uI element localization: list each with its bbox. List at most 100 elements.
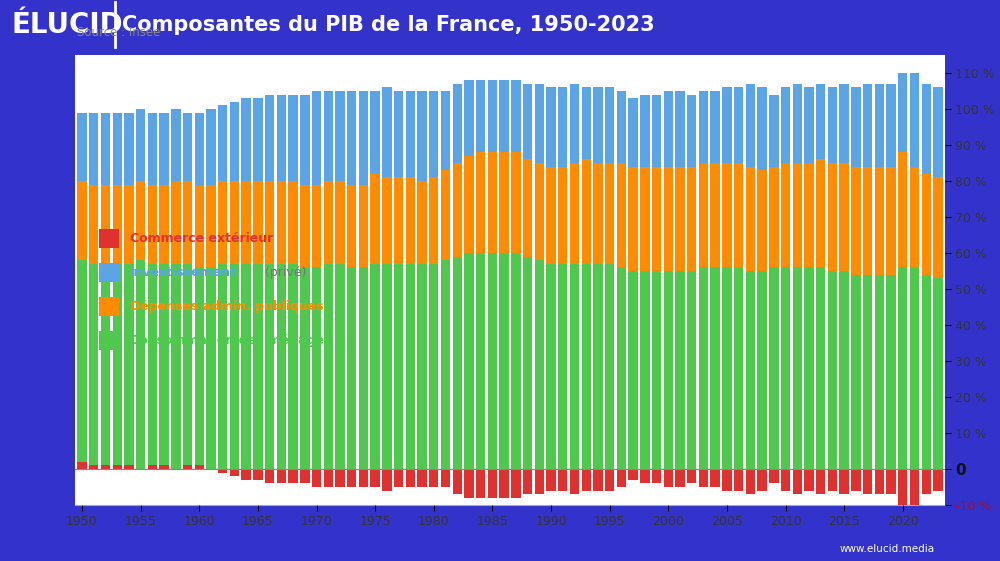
Bar	[101, 465, 110, 469]
Bar	[206, 185, 216, 268]
Bar	[769, 95, 779, 167]
Bar	[499, 469, 509, 498]
Bar	[488, 253, 497, 469]
Bar	[171, 109, 181, 181]
Bar	[265, 469, 274, 484]
Bar	[347, 469, 356, 487]
Bar	[218, 469, 227, 472]
Bar	[99, 297, 119, 316]
Bar	[370, 174, 380, 264]
Bar	[839, 163, 849, 271]
Text: Commerce extérieur: Commerce extérieur	[130, 232, 273, 245]
Bar	[746, 167, 755, 271]
Bar	[406, 91, 415, 177]
Bar	[347, 91, 356, 185]
Bar	[828, 163, 837, 271]
Bar	[417, 91, 427, 181]
Bar	[793, 84, 802, 163]
Text: Consommation des ménages: Consommation des ménages	[130, 334, 331, 347]
Bar	[734, 469, 743, 490]
Bar	[99, 330, 119, 350]
Bar	[335, 469, 345, 487]
Bar	[687, 167, 696, 271]
Bar	[886, 469, 896, 494]
Bar	[159, 465, 169, 469]
Bar	[793, 163, 802, 268]
Bar	[148, 185, 157, 264]
Bar	[499, 253, 509, 469]
Bar	[488, 469, 497, 498]
Bar	[89, 465, 98, 469]
Bar	[628, 167, 638, 271]
Bar	[253, 469, 263, 480]
Bar	[136, 109, 145, 181]
Bar	[417, 181, 427, 264]
Bar	[230, 181, 239, 264]
Bar	[746, 271, 755, 469]
Bar	[441, 170, 450, 260]
Bar	[628, 469, 638, 480]
Bar	[640, 167, 650, 271]
Bar	[218, 181, 227, 264]
Bar	[863, 469, 872, 494]
Bar	[124, 264, 134, 469]
Bar	[851, 274, 861, 469]
Bar	[746, 469, 755, 494]
Bar	[382, 469, 392, 490]
Bar	[312, 91, 321, 185]
Bar	[582, 264, 591, 469]
Bar	[89, 113, 98, 185]
Bar	[664, 271, 673, 469]
Text: Investissement: Investissement	[130, 266, 237, 279]
Bar	[77, 181, 87, 260]
Bar	[804, 88, 814, 163]
Bar	[359, 91, 368, 185]
Bar	[511, 80, 521, 152]
Bar	[781, 163, 790, 268]
Bar	[757, 170, 767, 271]
Bar	[734, 88, 743, 163]
Bar	[464, 469, 474, 498]
Bar	[839, 271, 849, 469]
Bar	[523, 84, 532, 159]
Bar	[195, 268, 204, 469]
Bar	[687, 271, 696, 469]
Bar	[605, 469, 614, 490]
Bar	[617, 91, 626, 163]
Bar	[382, 264, 392, 469]
Bar	[816, 84, 825, 159]
Bar	[183, 465, 192, 469]
Bar	[886, 167, 896, 274]
Bar	[793, 469, 802, 494]
Bar	[382, 177, 392, 264]
Text: (privé): (privé)	[261, 266, 306, 279]
Bar	[195, 185, 204, 268]
Bar	[558, 469, 567, 490]
Bar	[523, 469, 532, 494]
Bar	[546, 469, 556, 490]
Bar	[523, 256, 532, 469]
Bar	[183, 113, 192, 181]
Bar	[89, 264, 98, 469]
Bar	[933, 278, 943, 469]
Bar	[476, 152, 485, 253]
Bar	[851, 469, 861, 490]
Bar	[335, 181, 345, 264]
Bar	[593, 469, 603, 490]
Bar	[933, 88, 943, 177]
Bar	[652, 469, 661, 484]
Bar	[241, 181, 251, 264]
Bar	[441, 260, 450, 469]
Bar	[734, 163, 743, 268]
Bar	[136, 260, 145, 469]
Bar	[370, 264, 380, 469]
Bar	[652, 95, 661, 167]
Bar	[664, 167, 673, 271]
Bar	[863, 167, 872, 274]
Bar	[288, 95, 298, 181]
Bar	[77, 260, 87, 469]
Bar	[441, 469, 450, 487]
Bar	[429, 469, 438, 487]
Bar	[218, 105, 227, 181]
Bar	[265, 264, 274, 469]
